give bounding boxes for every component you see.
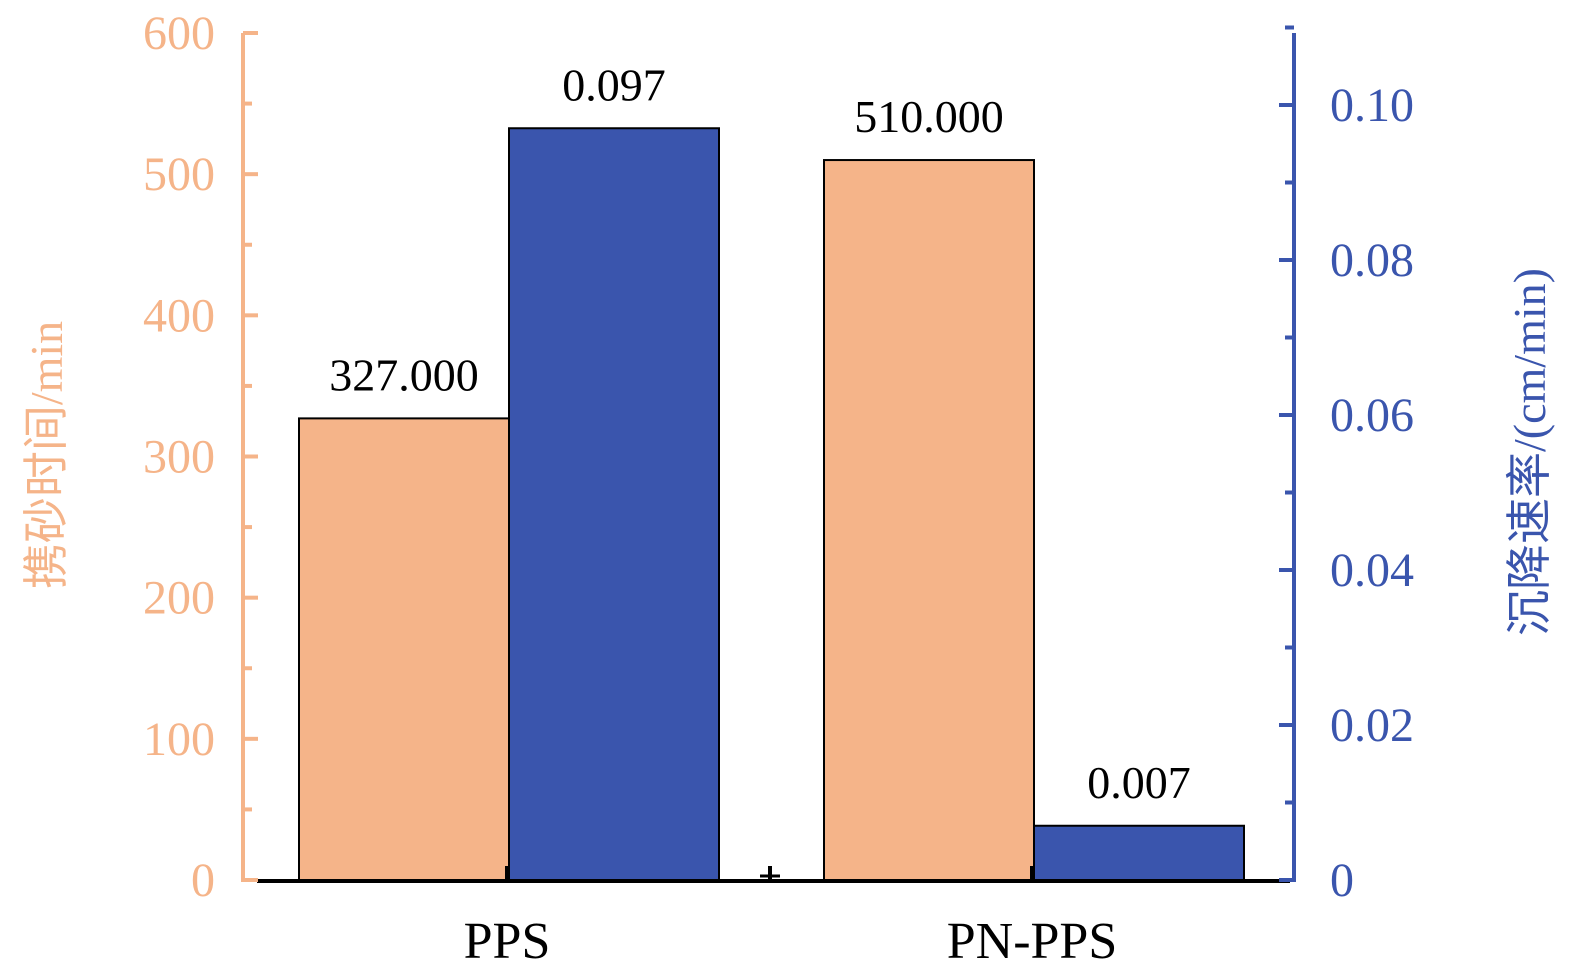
x-category-labels: PPS PN-PPS <box>464 913 1118 970</box>
left-tick-label: 400 <box>143 289 215 342</box>
bar-left-pn-pps <box>823 159 1035 882</box>
left-tick-label: 500 <box>143 148 215 201</box>
left-tick-label: 100 <box>143 713 215 766</box>
left-tick-label: 200 <box>143 572 215 625</box>
value-label-right-pn-pps: 0.007 <box>1087 757 1191 808</box>
left-tick-label: 600 <box>143 7 215 60</box>
left-tick-label: 300 <box>143 431 215 484</box>
left-tick-label: 0 <box>191 854 215 907</box>
category-label-pn-pps: PN-PPS <box>947 913 1118 970</box>
bar-right-pps <box>508 127 720 881</box>
bar-right-pn-pps <box>1033 824 1245 881</box>
bar-value-labels: 327.000 0.097 510.000 0.007 <box>329 59 1191 808</box>
value-label-left-pn-pps: 510.000 <box>854 91 1004 142</box>
right-tick-label: 0 <box>1330 854 1354 907</box>
right-axis-title: 沉降速率/(cm/min) <box>1504 268 1555 636</box>
category-label-pps: PPS <box>464 913 551 970</box>
bars-layer <box>298 127 1245 882</box>
value-label-right-pps: 0.097 <box>562 59 666 110</box>
left-axis-title: 携砂时间/min <box>21 321 72 589</box>
bar-left-pps <box>298 417 510 881</box>
right-y-axis: 0 0.02 0.04 0.06 0.08 0.10 <box>1279 25 1414 907</box>
value-label-left-pps: 327.000 <box>329 349 479 400</box>
right-tick-label: 0.10 <box>1330 79 1414 132</box>
right-tick-label: 0.02 <box>1330 699 1414 752</box>
left-y-axis: 0 100 200 300 400 500 600 <box>143 7 258 907</box>
right-tick-label: 0.06 <box>1330 389 1414 442</box>
right-tick-label: 0.04 <box>1330 544 1414 597</box>
right-tick-label: 0.08 <box>1330 234 1414 287</box>
